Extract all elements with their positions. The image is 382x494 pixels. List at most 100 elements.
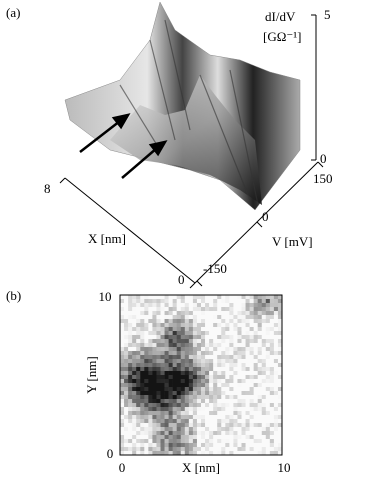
map-cell (180, 435, 186, 440)
map-cell (257, 395, 263, 400)
map-cell (120, 347, 125, 352)
map-cell (176, 351, 182, 356)
map-cell (128, 407, 133, 412)
map-cell (128, 295, 133, 300)
map-cell (261, 359, 267, 364)
map-cell (249, 379, 254, 384)
map-cell (160, 359, 165, 364)
map-cell (168, 403, 173, 408)
map-cell (132, 335, 137, 340)
map-cell (188, 391, 194, 396)
map-cell (257, 439, 263, 444)
map-cell (245, 371, 250, 376)
map-cell (156, 451, 161, 456)
map-cell (213, 411, 218, 416)
map-cell (156, 399, 161, 404)
map-cell (184, 367, 190, 372)
map-cell (237, 379, 242, 384)
map-cell (168, 431, 173, 436)
map-cell (249, 359, 254, 364)
map-cell (180, 411, 186, 416)
map-cell (128, 327, 133, 332)
map-cell (205, 319, 210, 324)
map-cell (160, 383, 165, 388)
map-cell (221, 391, 226, 396)
map-cell (201, 339, 206, 344)
map-cell (180, 347, 186, 352)
map-cell (233, 311, 238, 316)
map-cell (156, 371, 161, 376)
map-cell (124, 379, 129, 384)
map-cell (241, 351, 246, 356)
map-cell (196, 363, 202, 368)
map-cell (192, 327, 198, 332)
map-cell (136, 423, 141, 428)
map-cell (273, 343, 279, 348)
map-cell (196, 379, 202, 384)
map-cell (225, 451, 230, 456)
map-cell (192, 343, 198, 348)
map-cell (265, 367, 271, 372)
map-cell (201, 387, 206, 392)
map-cell (269, 395, 275, 400)
map-cell (188, 443, 194, 448)
map-cell (120, 451, 125, 456)
map-cell (160, 411, 165, 416)
map-cell (257, 379, 263, 384)
map-cell (140, 443, 145, 448)
map-cell (221, 379, 226, 384)
map-cell (172, 367, 177, 372)
map-cell (148, 451, 153, 456)
map-cell (245, 295, 250, 300)
map-cell (172, 343, 177, 348)
map-cell (249, 427, 254, 432)
map-cell (269, 335, 275, 340)
map-cell (132, 419, 137, 424)
map-cell (261, 407, 267, 412)
map-cell (205, 299, 210, 304)
map-cell (217, 399, 222, 404)
map-cell (225, 335, 230, 340)
map-cell (249, 435, 254, 440)
map-cell (221, 307, 226, 312)
map-cell (176, 343, 182, 348)
map-cell (273, 363, 279, 368)
map-cell (168, 343, 173, 348)
map-cell (233, 307, 238, 312)
map-cell (120, 351, 125, 356)
map-cell (245, 427, 250, 432)
map-cell (201, 367, 206, 372)
map-cell (120, 411, 125, 416)
map-cell (172, 347, 177, 352)
map-cell (152, 295, 157, 300)
map-cell (144, 319, 149, 324)
map-cell (144, 331, 149, 336)
map-cell (144, 419, 149, 424)
map-cell (196, 419, 202, 424)
map-cell (164, 299, 169, 304)
map-cell (188, 295, 194, 300)
map-cell (160, 311, 165, 316)
map-cell (164, 319, 169, 324)
map-cell (172, 447, 177, 452)
map-cell (261, 427, 267, 432)
map-cell (140, 391, 145, 396)
map-cell (176, 359, 182, 364)
map-cell (168, 419, 173, 424)
map-cell (144, 383, 149, 388)
map-cell (184, 415, 190, 420)
map-cell (148, 415, 153, 420)
map-cell (201, 443, 206, 448)
map-cell (140, 411, 145, 416)
map-cell (136, 343, 141, 348)
map-cell (176, 295, 182, 300)
map-cell (128, 423, 133, 428)
map-cell (209, 351, 214, 356)
map-cell (176, 431, 182, 436)
map-cell (221, 399, 226, 404)
map-cell (120, 323, 125, 328)
map-cell (273, 443, 279, 448)
map-cell (209, 399, 214, 404)
map-cell (253, 439, 258, 444)
map-cell (257, 403, 263, 408)
